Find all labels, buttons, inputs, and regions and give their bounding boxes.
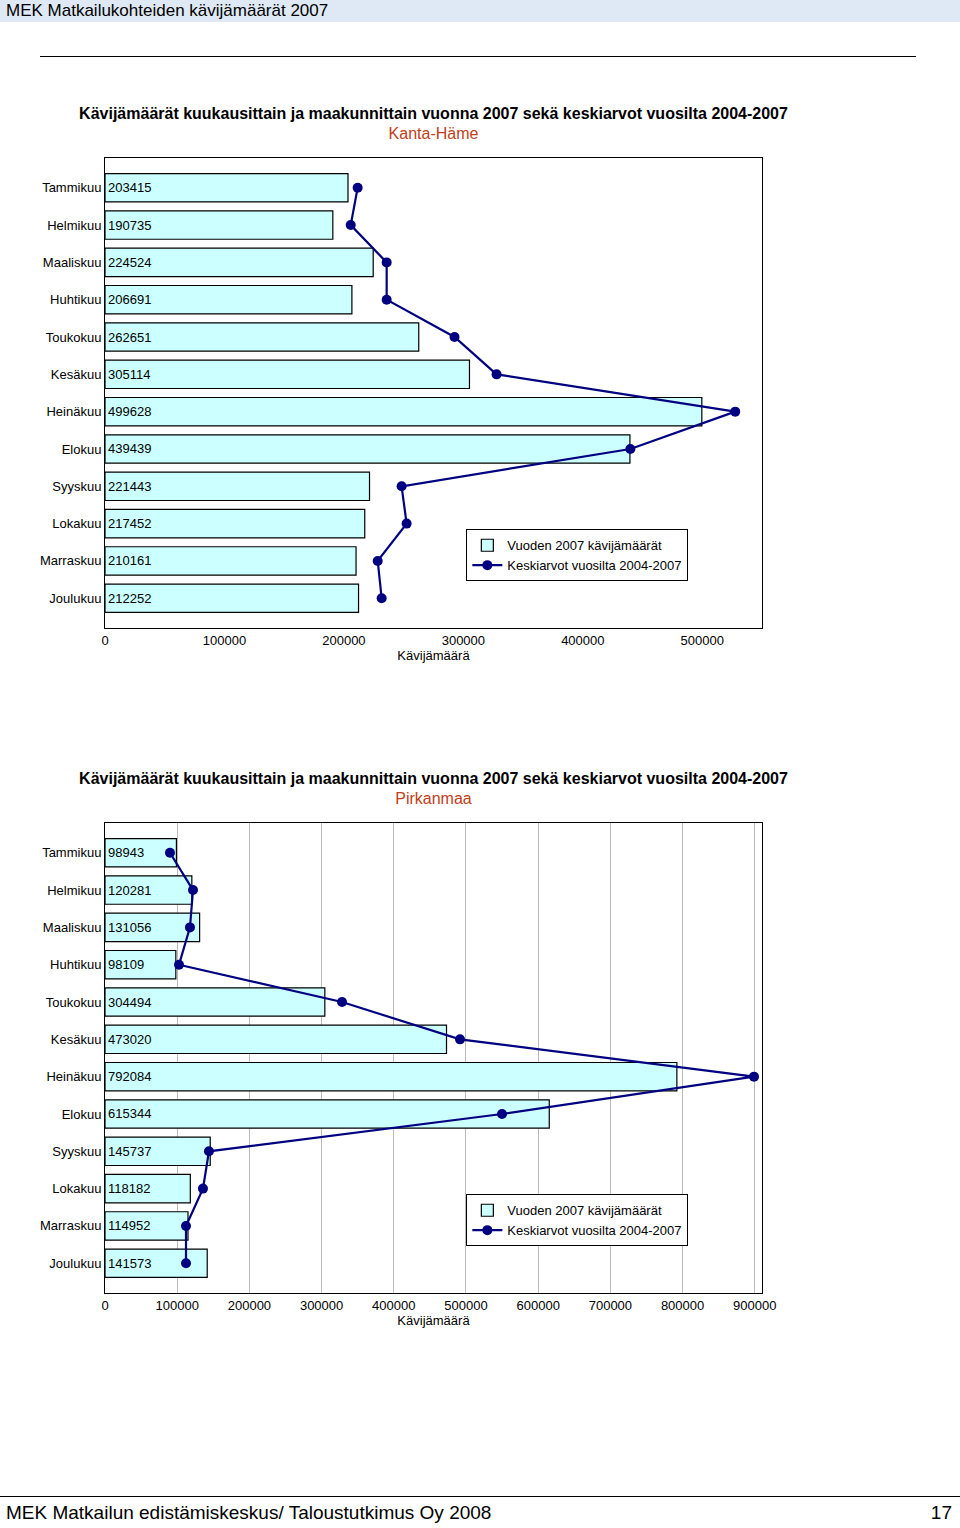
svg-text:Elokuu: Elokuu	[62, 442, 102, 457]
svg-text:Tammikuu: Tammikuu	[42, 180, 101, 195]
svg-text:Vuoden 2007 kävijämäärät: Vuoden 2007 kävijämäärät	[507, 538, 662, 553]
svg-text:500000: 500000	[444, 1298, 487, 1313]
svg-text:118182: 118182	[108, 1181, 150, 1196]
svg-text:0: 0	[101, 633, 108, 648]
svg-text:145737: 145737	[108, 1144, 151, 1159]
svg-text:131056: 131056	[108, 920, 151, 935]
svg-text:Keskiarvot vuosilta 2004-2007: Keskiarvot vuosilta 2004-2007	[507, 558, 681, 573]
svg-text:224524: 224524	[108, 255, 151, 270]
svg-text:792084: 792084	[108, 1069, 151, 1084]
svg-text:100000: 100000	[156, 1298, 199, 1313]
html-text:MEK Matkailun edistämiskeskus/: MEK Matkailun edistämiskeskus/ Taloustut…	[6, 1502, 492, 1523]
svg-text:Helmikuu: Helmikuu	[47, 218, 101, 233]
svg-text:Kävijämäärä: Kävijämäärä	[397, 1313, 470, 1328]
svg-text:300000: 300000	[442, 633, 485, 648]
svg-text:Kävijämäärä: Kävijämäärä	[397, 648, 470, 663]
svg-text:Vuoden 2007 kävijämäärät: Vuoden 2007 kävijämäärät	[507, 1203, 662, 1218]
svg-text:400000: 400000	[561, 633, 604, 648]
svg-text:206691: 206691	[108, 292, 151, 307]
svg-text:Heinäkuu: Heinäkuu	[46, 404, 101, 419]
svg-text:Lokakuu: Lokakuu	[52, 516, 101, 531]
svg-text:Elokuu: Elokuu	[62, 1107, 102, 1122]
svg-text:Joulukuu: Joulukuu	[49, 1256, 101, 1271]
svg-text:Keskiarvot vuosilta 2004-2007: Keskiarvot vuosilta 2004-2007	[507, 1223, 681, 1238]
svg-text:Marraskuu: Marraskuu	[40, 1218, 101, 1233]
svg-text:Helmikuu: Helmikuu	[47, 883, 101, 898]
svg-text:190735: 190735	[108, 218, 151, 233]
svg-text:Toukokuu: Toukokuu	[46, 330, 102, 345]
svg-text:615344: 615344	[108, 1106, 151, 1121]
svg-text:600000: 600000	[516, 1298, 559, 1313]
svg-text:900000: 900000	[733, 1298, 776, 1313]
svg-text:304494: 304494	[108, 995, 151, 1010]
svg-text:210161: 210161	[108, 553, 151, 568]
svg-text:217452: 217452	[108, 516, 151, 531]
svg-text:700000: 700000	[589, 1298, 632, 1313]
svg-text:Toukokuu: Toukokuu	[46, 995, 102, 1010]
svg-text:203415: 203415	[108, 180, 151, 195]
svg-text:Heinäkuu: Heinäkuu	[46, 1069, 101, 1084]
svg-text:400000: 400000	[372, 1298, 415, 1313]
svg-text:Huhtikuu: Huhtikuu	[50, 292, 101, 307]
svg-text:Maaliskuu: Maaliskuu	[43, 255, 102, 270]
svg-text:Huhtikuu: Huhtikuu	[50, 957, 101, 972]
svg-text:800000: 800000	[661, 1298, 704, 1313]
svg-text:262651: 262651	[108, 330, 151, 345]
svg-text:Tammikuu: Tammikuu	[42, 845, 101, 860]
svg-text:212252: 212252	[108, 591, 151, 606]
html-text:17: 17	[930, 1502, 952, 1523]
svg-text:Syyskuu: Syyskuu	[52, 1144, 101, 1159]
svg-text:Joulukuu: Joulukuu	[49, 591, 101, 606]
svg-text:305114: 305114	[108, 367, 150, 382]
svg-text:Kesäkuu: Kesäkuu	[51, 1032, 102, 1047]
svg-text:439439: 439439	[108, 441, 151, 456]
svg-text:Maaliskuu: Maaliskuu	[43, 920, 102, 935]
svg-text:473020: 473020	[108, 1032, 151, 1047]
svg-text:200000: 200000	[322, 633, 365, 648]
svg-text:141573: 141573	[108, 1256, 151, 1271]
svg-text:Lokakuu: Lokakuu	[52, 1181, 101, 1196]
svg-text:120281: 120281	[108, 883, 151, 898]
svg-text:Marraskuu: Marraskuu	[40, 553, 101, 568]
svg-text:221443: 221443	[108, 479, 151, 494]
svg-text:114952: 114952	[108, 1218, 150, 1233]
html-text:MEK Matkailukohteiden kävijämä: MEK Matkailukohteiden kävijämäärät 2007	[6, 1, 329, 20]
svg-text:Kesäkuu: Kesäkuu	[51, 367, 102, 382]
svg-text:Kävijämäärät kuukausittain ja: Kävijämäärät kuukausittain ja maakunnitt…	[79, 770, 788, 808]
svg-text:499628: 499628	[108, 404, 151, 419]
svg-text:98109: 98109	[108, 957, 144, 972]
svg-text:300000: 300000	[300, 1298, 343, 1313]
svg-text:Syyskuu: Syyskuu	[52, 479, 101, 494]
svg-text:200000: 200000	[228, 1298, 271, 1313]
svg-text:500000: 500000	[681, 633, 724, 648]
svg-text:100000: 100000	[203, 633, 246, 648]
svg-text:98943: 98943	[108, 845, 144, 860]
svg-text:Kävijämäärät kuukausittain ja: Kävijämäärät kuukausittain ja maakunnitt…	[79, 105, 788, 143]
svg-text:0: 0	[101, 1298, 108, 1313]
